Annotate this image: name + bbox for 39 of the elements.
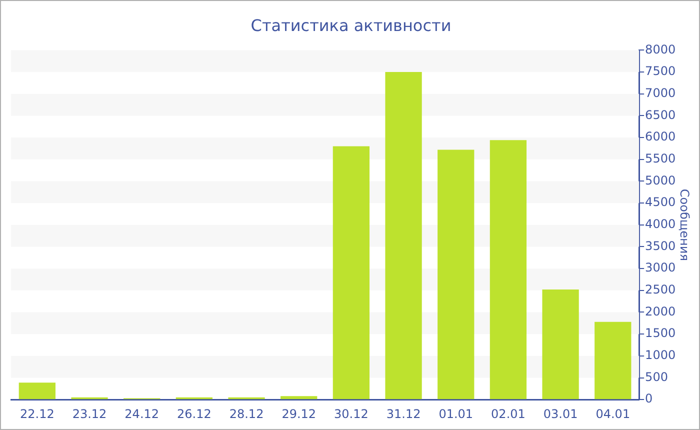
y-tick-label: 8000 — [645, 42, 676, 56]
y-tick-label: 5500 — [645, 152, 676, 166]
y-tick-label: 2500 — [645, 282, 676, 297]
bar — [542, 290, 579, 400]
y-tick-label: 4500 — [645, 195, 676, 210]
y-tick-label: 500 — [645, 370, 668, 384]
y-tick-label: 6500 — [645, 108, 676, 122]
x-tick-label: 29.12 — [282, 406, 316, 421]
x-tick-label: 02.01 — [491, 406, 526, 421]
y-axis-title: Сообщения — [678, 188, 692, 261]
y-tick-label: 7000 — [645, 86, 676, 100]
bar — [280, 396, 318, 400]
y-tick-label: 2000 — [645, 304, 676, 318]
y-tick-label: 7500 — [645, 64, 676, 78]
y-tick-label: 4000 — [645, 217, 676, 232]
y-tick-label: 1500 — [645, 326, 676, 340]
bar — [594, 322, 632, 400]
x-tick-label: 03.01 — [543, 406, 578, 421]
bar — [490, 140, 527, 400]
bar — [18, 382, 56, 400]
y-tick-label: 6000 — [645, 130, 676, 144]
y-tick-label: 3500 — [645, 238, 676, 253]
y-tick-label: 0 — [645, 392, 653, 406]
bar — [385, 72, 422, 400]
chart-title: Статистика активности — [250, 16, 452, 35]
y-tick-label: 5000 — [645, 173, 676, 188]
bar — [438, 150, 474, 400]
y-tick-label: 1000 — [645, 348, 676, 362]
x-tick-label: 04.01 — [596, 406, 630, 421]
x-tick-label: 01.01 — [438, 406, 474, 421]
x-tick-label: 23.12 — [72, 406, 107, 421]
y-tick-label: 3000 — [645, 260, 676, 275]
x-tick-label: 22.12 — [20, 406, 54, 421]
bar — [332, 146, 370, 400]
x-tick-label: 28.12 — [229, 406, 264, 421]
x-tick-label: 30.12 — [334, 406, 368, 421]
x-tick-label: 24.12 — [124, 406, 160, 421]
x-tick-label: 31.12 — [386, 406, 421, 421]
x-tick-label: 26.12 — [177, 406, 212, 421]
